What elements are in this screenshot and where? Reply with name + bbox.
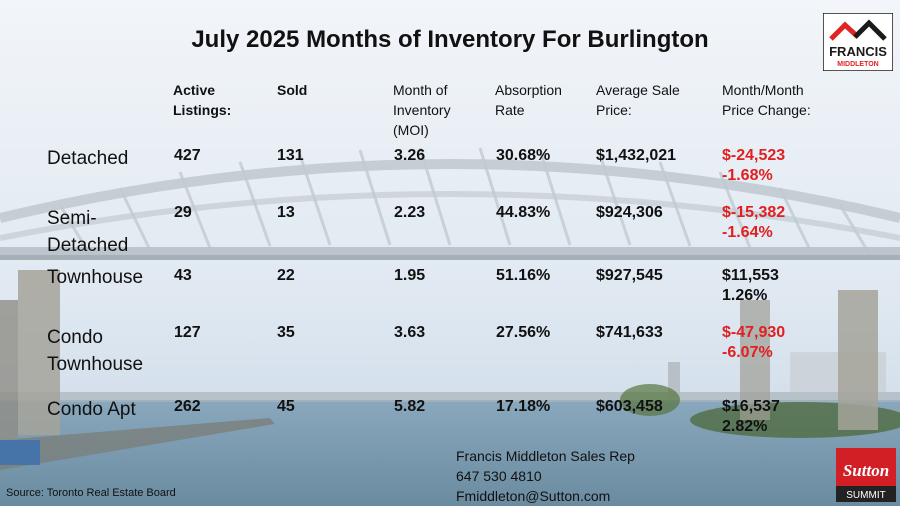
row-label-detached: Detached <box>47 148 129 169</box>
source-note: Source: Toronto Real Estate Board <box>6 487 176 499</box>
cell-active: 127 <box>174 324 201 341</box>
svg-text:MIDDLETON: MIDDLETON <box>837 61 878 68</box>
cell-absorption: 30.68% <box>496 147 551 164</box>
svg-text:SUMMIT: SUMMIT <box>846 490 885 501</box>
cell-absorption: 17.18% <box>496 398 551 415</box>
cell-moi: 3.26 <box>394 147 426 164</box>
cell-active: 427 <box>174 147 201 164</box>
cell-sold: 22 <box>277 267 295 284</box>
row-label-townhouse: Townhouse <box>47 267 144 288</box>
cell-price-change: $-15,382 -1.64% <box>722 204 786 241</box>
cell-absorption: 51.16% <box>496 267 551 284</box>
cell-sold: 35 <box>277 324 295 341</box>
cell-absorption: 44.83% <box>496 204 551 221</box>
cell-moi: 3.63 <box>394 324 426 341</box>
cell-price-change: $-47,930 -6.07% <box>722 324 786 361</box>
cell-avg-price: $927,545 <box>596 267 663 284</box>
header-sold: Sold <box>277 82 308 98</box>
cell-active: 43 <box>174 267 192 284</box>
header-active-listings: Active Listings: <box>173 82 232 118</box>
cell-sold: 131 <box>277 147 304 164</box>
cell-absorption: 27.56% <box>496 324 551 341</box>
cell-moi: 2.23 <box>394 204 426 221</box>
contact-info: Francis Middleton Sales Rep 647 530 4810… <box>456 446 635 506</box>
row-label-semi-detached: Semi- Detached <box>47 208 129 256</box>
page-title: July 2025 Months of Inventory For Burlin… <box>191 26 709 53</box>
header-moi: Month of Inventory (MOI) <box>393 82 451 138</box>
header-price-change: Month/Month Price Change: <box>722 82 811 118</box>
cell-active: 262 <box>174 398 201 415</box>
cell-price-change: $11,553 1.26% <box>722 267 779 304</box>
header-average-sale-price: Average Sale Price: <box>596 82 680 118</box>
cell-moi: 5.82 <box>394 398 426 415</box>
francis-middleton-logo: FRANCIS MIDDLETON <box>823 13 893 71</box>
contact-name: Francis Middleton Sales Rep <box>456 448 635 464</box>
row-label-condo-townhouse: Condo Townhouse <box>47 327 144 375</box>
row-label-condo-apt: Condo Apt <box>47 399 136 420</box>
cell-sold: 45 <box>277 398 295 415</box>
svg-text:Sutton: Sutton <box>843 461 889 480</box>
cell-price-change: $-24,523 -1.68% <box>722 147 786 184</box>
cell-avg-price: $603,458 <box>596 398 663 415</box>
cell-avg-price: $741,633 <box>596 324 663 341</box>
cell-price-change: $16,537 2.82% <box>722 398 780 435</box>
cell-avg-price: $1,432,021 <box>596 147 677 164</box>
header-absorption-rate: Absorption Rate <box>495 82 562 118</box>
cell-sold: 13 <box>277 204 295 221</box>
cell-active: 29 <box>174 204 192 221</box>
sutton-summit-logo: Sutton SUMMIT <box>836 448 896 502</box>
cell-avg-price: $924,306 <box>596 204 663 221</box>
contact-email: Fmiddleton@Sutton.com <box>456 488 611 504</box>
svg-text:FRANCIS: FRANCIS <box>829 44 887 59</box>
contact-phone: 647 530 4810 <box>456 468 542 484</box>
cell-moi: 1.95 <box>394 267 426 284</box>
